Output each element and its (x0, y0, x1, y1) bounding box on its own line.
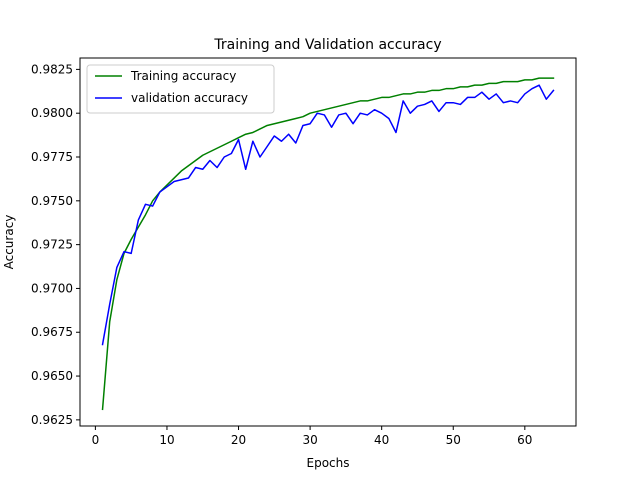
chart-title: Training and Validation accuracy (213, 37, 441, 53)
x-axis-label: Epochs (307, 456, 350, 470)
y-tick-label: 0.9725 (31, 238, 73, 252)
x-tick-label: 20 (231, 433, 246, 447)
y-tick-label: 0.9700 (31, 281, 73, 295)
x-tick-label: 30 (302, 433, 317, 447)
x-tick-label: 40 (374, 433, 389, 447)
legend-box (86, 64, 275, 114)
plot-frame (79, 57, 577, 427)
validation-accuracy-line (101, 84, 555, 346)
x-tick-label: 50 (446, 433, 461, 447)
y-tick-label: 0.9625 (31, 413, 73, 427)
y-tick-label: 0.9675 (31, 325, 73, 339)
x-tick-label: 10 (159, 433, 174, 447)
y-tick-label: 0.9750 (31, 194, 73, 208)
x-axis-ticks: 0 10 20 30 40 50 60 (92, 426, 532, 447)
y-axis-label: Accuracy (2, 215, 16, 270)
x-tick-label: 60 (517, 433, 532, 447)
legend-label-validation: validation accuracy (131, 91, 248, 105)
y-tick-label: 0.9650 (31, 369, 73, 383)
legend-label-training: Training accuracy (130, 69, 236, 83)
y-tick-label: 0.9775 (31, 150, 73, 164)
y-axis-ticks: 0.9625 0.9650 0.9675 0.9700 0.9725 0.9750 0.97… (31, 62, 80, 427)
series-layer (101, 77, 555, 411)
legend: Training accuracy validation accuracy (86, 64, 275, 114)
training-accuracy-line (101, 77, 555, 411)
y-tick-label: 0.9825 (31, 62, 73, 76)
x-tick-label: 0 (92, 433, 100, 447)
y-tick-label: 0.9800 (31, 106, 73, 120)
